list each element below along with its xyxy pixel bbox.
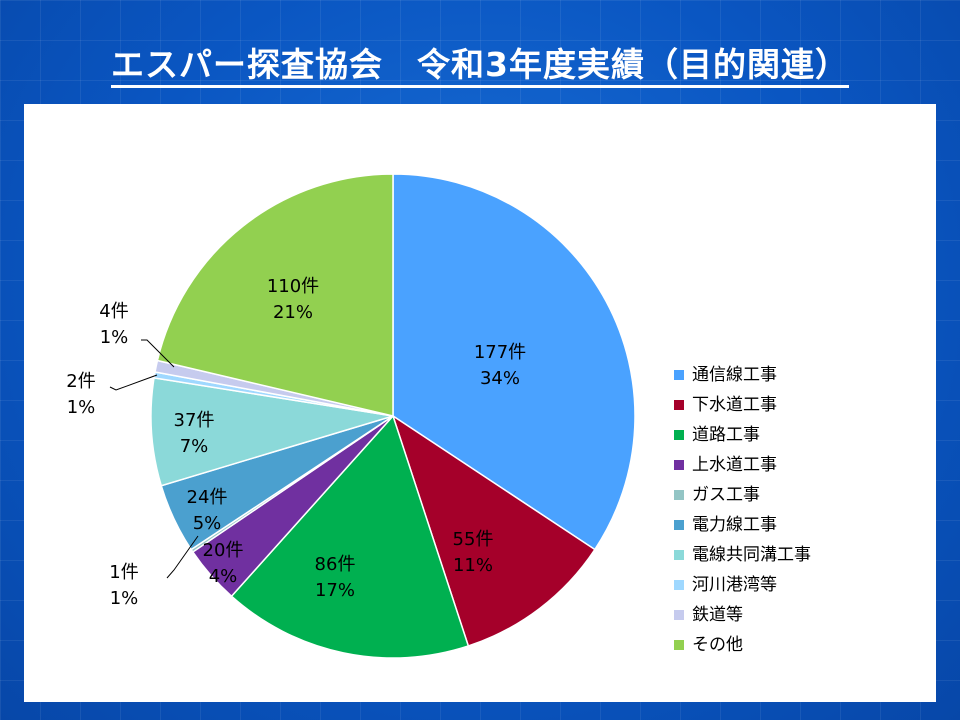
pie-chart: 177件 34%55件 11%86件 17%20件 4%1件 1%24件 5%37件 7%2件… (66, 173, 636, 659)
data-label: 177件 34% (474, 342, 526, 389)
data-label-percent: 11% (453, 555, 493, 576)
data-label-count: 4件 (99, 301, 128, 322)
data-label: 55件 11% (453, 529, 494, 576)
leader-lines (109, 339, 199, 579)
data-label-count: 37件 (174, 410, 215, 431)
data-label-count: 20件 (203, 540, 244, 561)
data-label: 20件 4% (203, 540, 244, 587)
legend-swatch (674, 370, 684, 380)
data-labels: 177件 34%55件 11%86件 17%20件 4%1件 1%24件 5%37件 7%2件… (66, 276, 526, 609)
legend-swatch (674, 520, 684, 530)
legend-item: 通信線工事 (674, 365, 811, 395)
pie-slice (391, 414, 596, 647)
legend-swatch (674, 580, 684, 590)
legend-swatch (674, 640, 684, 650)
data-label: 110件 21% (267, 276, 319, 323)
data-label: 1件 1% (109, 562, 138, 609)
legend-label: 上水道工事 (692, 455, 777, 475)
legend-swatch (674, 460, 684, 470)
data-label-count: 86件 (315, 554, 356, 575)
legend-swatch (674, 400, 684, 410)
leader-line (166, 535, 199, 579)
legend-swatch (674, 550, 684, 560)
pie-slice (230, 414, 470, 659)
legend-label: 下水道工事 (692, 395, 777, 415)
data-label: 86件 17% (315, 554, 356, 601)
data-label-percent: 1% (110, 588, 139, 609)
chart-panel: 177件 34% 55件 11% 86件 17% 20件 4% 1件 1% 24件 5% 37件 7% 2件… (24, 104, 936, 702)
legend-label: ガス工事 (692, 485, 760, 505)
legend-item: 河川港湾等 (674, 575, 811, 605)
legend-item: 鉄道等 (674, 605, 811, 635)
legend-label: その他 (692, 635, 743, 655)
chart-legend: 通信線工事下水道工事道路工事上水道工事ガス工事電力線工事電線共同溝工事 河川港湾等… (674, 365, 811, 665)
data-label-count: 2件 (66, 371, 95, 392)
legend-label: 通信線工事 (692, 365, 777, 385)
data-label-percent: 5% (193, 513, 222, 534)
page-title: エスパー探査協会 令和3年度実績（目的関連） (0, 38, 960, 88)
data-label: 4件 1% (99, 301, 128, 348)
legend-label: 河川港湾等 (692, 575, 777, 595)
leader-line (141, 339, 175, 368)
data-label-percent: 34% (480, 368, 520, 389)
data-label-percent: 7% (180, 436, 209, 457)
data-label-count: 55件 (453, 529, 494, 550)
pie-slice (156, 173, 394, 417)
legend-item: ガス工事 (674, 485, 811, 515)
legend-label: 電線共同溝工事 (692, 545, 811, 565)
legend-swatch (674, 490, 684, 500)
data-label-percent: 17% (315, 580, 355, 601)
data-label-percent: 1% (100, 327, 129, 348)
legend-item: 上水道工事 (674, 455, 811, 485)
data-label-count: 110件 (267, 276, 319, 297)
legend-item: その他 (674, 635, 811, 665)
data-label-percent: 1% (67, 397, 96, 418)
data-label-percent: 21% (273, 302, 313, 323)
pie-slices (150, 173, 636, 659)
leader-line (109, 374, 158, 391)
pie-slice (150, 376, 394, 487)
data-label: 37件 7% (174, 410, 215, 457)
legend-label: 電力線工事 (692, 515, 777, 535)
data-label: 24件 5% (187, 487, 228, 534)
data-label-count: 177件 (474, 342, 526, 363)
legend-item: 電線共同溝工事 (674, 545, 811, 575)
data-label-count: 1件 (109, 562, 138, 583)
legend-label: 鉄道等 (692, 605, 743, 625)
legend-item: 道路工事 (674, 425, 811, 455)
data-label-percent: 4% (209, 566, 238, 587)
legend-item: 電力線工事 (674, 515, 811, 545)
data-label: 2件 1% (66, 371, 95, 418)
legend-swatch (674, 430, 684, 440)
legend-label: 道路工事 (692, 425, 760, 445)
legend-item: 下水道工事 (674, 395, 811, 425)
page-title-text: エスパー探査協会 令和3年度実績（目的関連） (111, 45, 849, 88)
data-label-count: 24件 (187, 487, 228, 508)
legend-swatch (674, 610, 684, 620)
